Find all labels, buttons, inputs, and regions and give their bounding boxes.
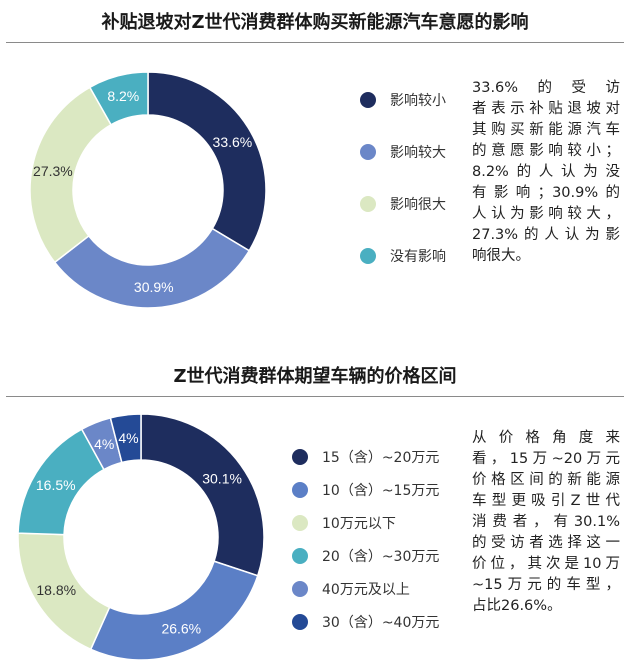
- chart2-title: Z世代消费群体期望车辆的价格区间: [173, 366, 457, 387]
- chart1-legend-item-4: 没有影响: [360, 246, 446, 266]
- chart1-note: 33.6%的受访 者表示补贴退坡对 其购买新能源汽车 的意愿影响较小； 8.2%的人认为…: [472, 78, 620, 267]
- chart2-title-rule: [6, 396, 624, 397]
- legend-label: 20（含）~30万元: [322, 549, 440, 565]
- legend-swatch: [360, 92, 376, 108]
- chart2-slice-2: [89, 560, 259, 661]
- chart1-slice-2: [53, 227, 251, 309]
- chart2-note-line: 车型更吸引Z世代: [472, 493, 620, 509]
- chart2-donut: 30.1% 26.6% 18.8% 16.5% 4% 4%: [17, 413, 265, 661]
- chart1-note-line: 人认为影响较大，: [472, 206, 620, 222]
- chart1-note-line: 33.6%的受访: [472, 80, 620, 96]
- chart2-note: 从价格角度来 看，15万~20万元 价格区间的新能源 车型更吸引Z世代 消费者，有30.…: [472, 428, 620, 617]
- chart2-note-line: 价格区间的新能源: [472, 472, 620, 488]
- legend-swatch: [292, 482, 308, 498]
- chart2-value-label-2: 26.6%: [161, 621, 201, 637]
- legend-swatch: [292, 449, 308, 465]
- chart1-value-label-3: 27.3%: [33, 163, 73, 179]
- legend-label: 15（含）~20万元: [322, 450, 440, 466]
- chart2-note-line: 看，15万~20万元: [472, 451, 620, 467]
- chart1-slice-4: [88, 71, 149, 126]
- chart2-legend-item-1: 15（含）~20万元: [292, 447, 439, 467]
- chart1-note-line: 的意愿影响较小；: [472, 143, 620, 159]
- chart2-legend-item-6: 30（含）~40万元: [292, 612, 439, 632]
- chart2-value-label-1: 30.1%: [202, 470, 242, 486]
- legend-label: 10（含）~15万元: [322, 483, 440, 499]
- chart1-note-line: 其购买新能源汽车: [472, 122, 620, 138]
- chart2-note-line: ~15万元的车型，: [472, 577, 620, 593]
- chart1-donut: 33.6% 30.9% 27.3% 8.2%: [29, 71, 267, 309]
- chart1-note-line: 有影响；30.9%的: [472, 185, 620, 201]
- legend-swatch: [360, 248, 376, 264]
- legend-swatch: [292, 515, 308, 531]
- legend-swatch: [360, 196, 376, 212]
- chart1-value-label-4: 8.2%: [107, 88, 139, 104]
- chart2-legend-item-3: 10万元以下: [292, 513, 396, 533]
- chart1-value-label-2: 30.9%: [134, 279, 174, 295]
- chart1-legend-item-1: 影响较小: [360, 90, 446, 110]
- legend-label: 10万元以下: [322, 516, 396, 532]
- chart2-value-label-3: 18.8%: [36, 582, 76, 598]
- legend-swatch: [360, 144, 376, 160]
- legend-label: 没有影响: [390, 249, 446, 265]
- chart2-note-line: 价位，其次是10万: [472, 556, 620, 572]
- chart1-slice-3: [29, 86, 113, 264]
- legend-swatch: [292, 581, 308, 597]
- chart1-title: 补贴退坡对Z世代消费群体购买新能源汽车意愿的影响: [101, 12, 529, 33]
- legend-label: 影响很大: [390, 197, 446, 213]
- chart2-value-label-5: 4%: [94, 436, 114, 452]
- legend-label: 影响较小: [390, 93, 446, 109]
- chart2-value-label-4: 16.5%: [36, 477, 76, 493]
- chart2-slice-6: [109, 413, 142, 464]
- chart2-note-line: 占比26.6%。: [472, 598, 562, 614]
- legend-label: 影响较大: [390, 145, 446, 161]
- chart2-note-line: 消费者，有30.1%: [472, 514, 620, 530]
- chart2-legend-item-4: 20（含）~30万元: [292, 546, 439, 566]
- chart1-legend-item-3: 影响很大: [360, 194, 446, 214]
- chart1-legend-item-2: 影响较大: [360, 142, 446, 162]
- legend-swatch: [292, 548, 308, 564]
- legend-label: 30（含）~40万元: [322, 615, 440, 631]
- chart1-title-rule: [6, 42, 624, 43]
- chart2-legend-item-2: 10（含）~15万元: [292, 480, 439, 500]
- chart1-value-label-1: 33.6%: [213, 134, 253, 150]
- chart1-note-line: 8.2%的人认为没: [472, 164, 620, 180]
- legend-label: 40万元及以上: [322, 582, 410, 598]
- chart2-value-label-6: 4%: [118, 430, 138, 446]
- chart1-note-line: 者表示补贴退坡对: [472, 101, 620, 117]
- chart1-slice-1: [147, 71, 267, 252]
- chart2-note-line: 的受访者选择这一: [472, 535, 620, 551]
- chart1-note-line: 27.3%的人认为影: [472, 227, 620, 243]
- chart2-legend-item-5: 40万元及以上: [292, 579, 410, 599]
- chart2-slice-1: [140, 413, 265, 577]
- chart1-note-line: 响很大。: [472, 248, 530, 264]
- chart2-note-line: 从价格角度来: [472, 430, 620, 446]
- legend-swatch: [292, 614, 308, 630]
